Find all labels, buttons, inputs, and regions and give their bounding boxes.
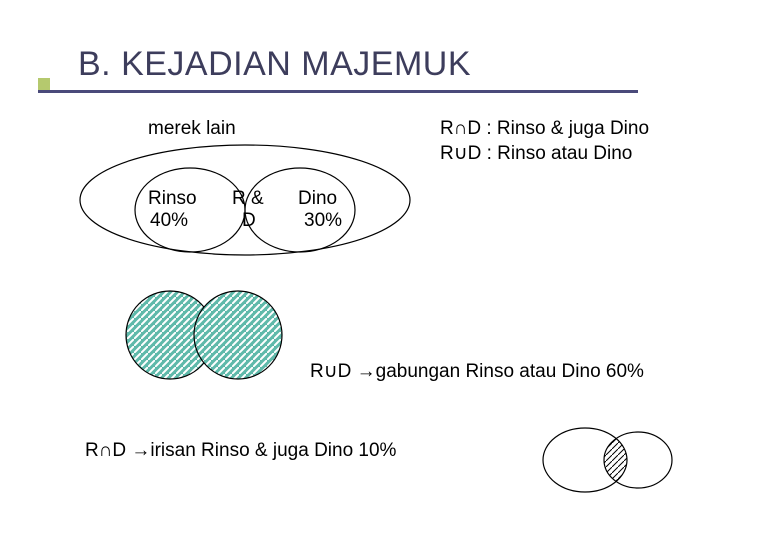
label-dino: Dino [298,188,337,210]
label-dino-pct: 30% [304,210,342,232]
legend-intersect: R∩D : Rinso & juga Dino [440,118,649,140]
page-title: B. KEJADIAN MAJEMUK [78,45,471,84]
legend-union: R∪D : Rinso atau Dino [440,142,632,165]
accent-box [38,78,50,90]
venn-small-intersect [540,425,690,505]
label-rd-amp: R & [232,188,264,210]
label-merek-lain: merek lain [148,118,236,140]
label-union-text: R∪D →gabungan Rinso atau Dino 60% [310,360,644,383]
venn-hatched-union [120,290,300,390]
label-rinso: Rinso [148,188,197,210]
title-underline [38,90,638,93]
label-intersect-text: R∩D →irisan Rinso & juga Dino 10% [85,440,396,462]
label-rinso-pct: 40% [150,210,188,232]
label-rd-d: D [242,210,256,232]
title-wrap: B. KEJADIAN MAJEMUK [78,45,471,84]
